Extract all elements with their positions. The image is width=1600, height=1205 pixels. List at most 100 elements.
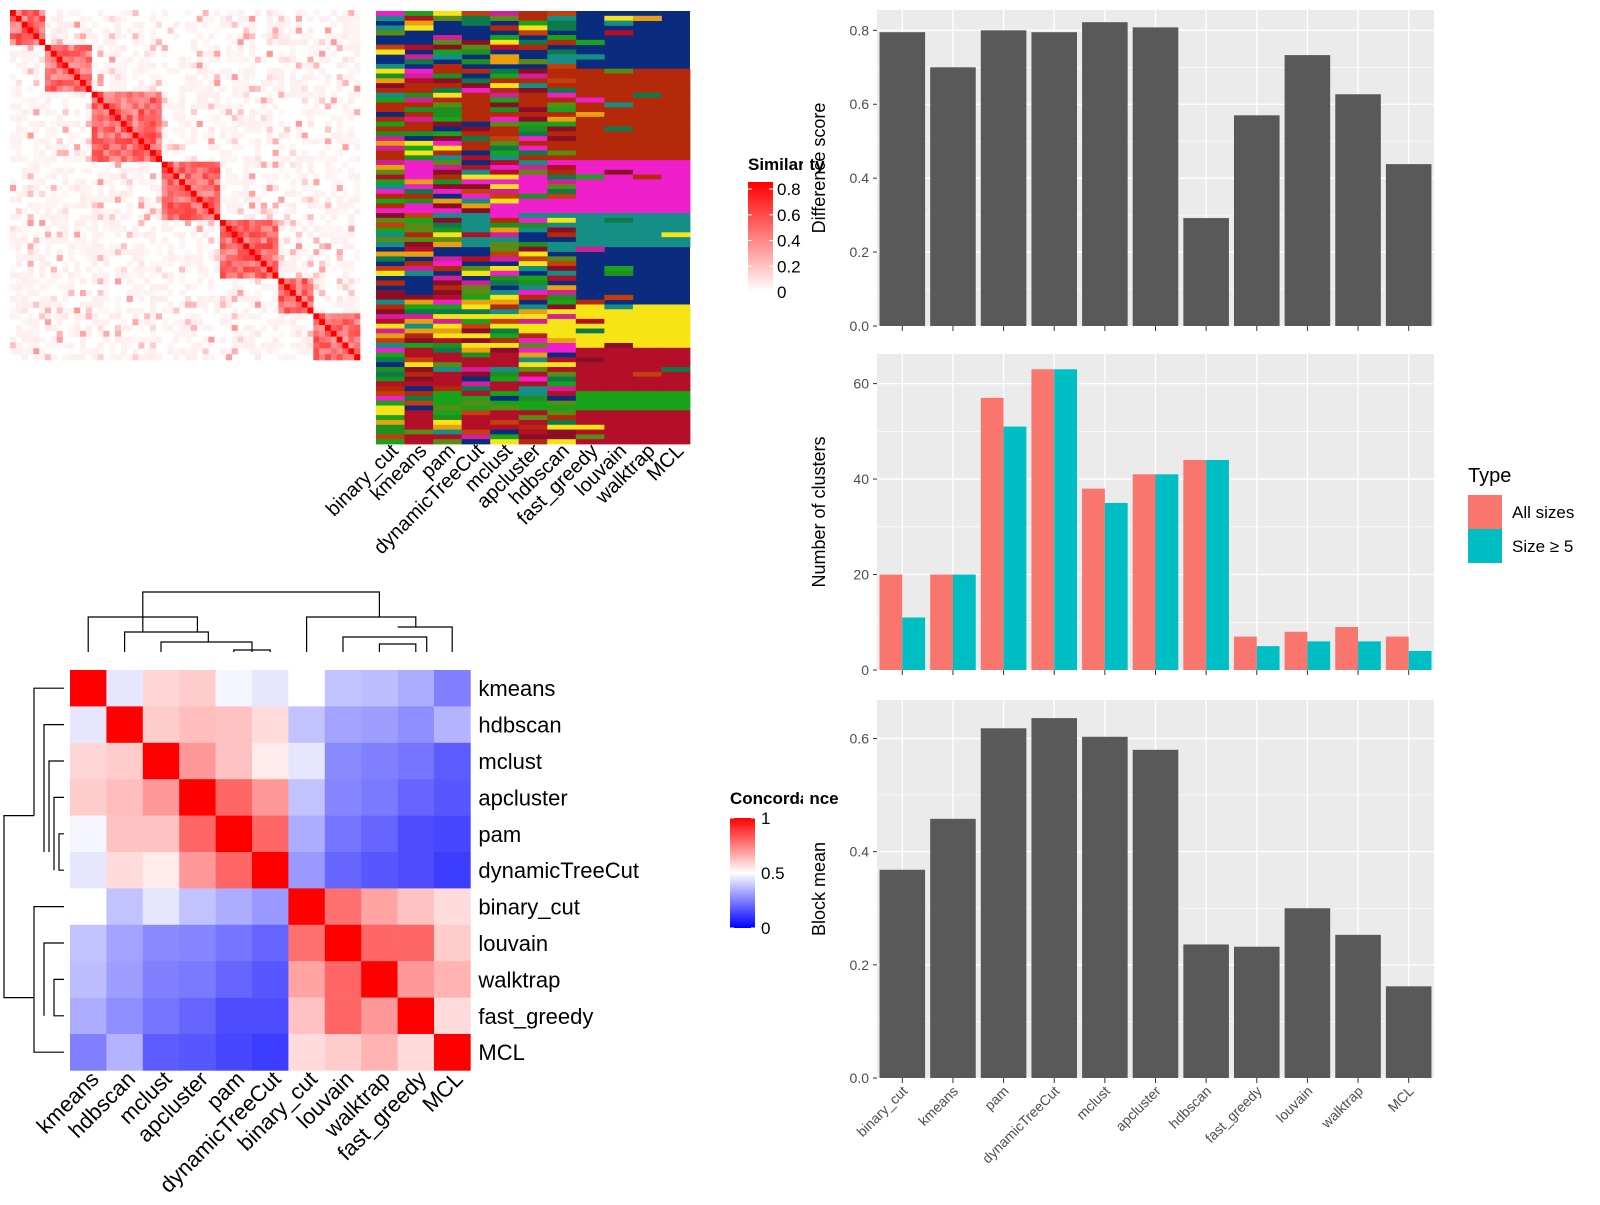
- similarity-cell: [295, 330, 302, 337]
- partition-cell: [490, 25, 520, 31]
- similarity-cell: [68, 255, 75, 262]
- partition-cell: [376, 198, 405, 204]
- similarity-cell: [109, 56, 116, 63]
- similarity-cell: [62, 21, 69, 28]
- similarity-cell: [132, 10, 139, 17]
- similarity-cell: [132, 126, 139, 133]
- similarity-cell: [243, 260, 250, 267]
- similarity-cell: [132, 272, 139, 279]
- similarity-cell: [33, 237, 40, 244]
- similarity-cell: [27, 103, 34, 110]
- similarity-cell: [290, 39, 297, 46]
- similarity-cell: [97, 150, 104, 157]
- similarity-cell: [325, 161, 332, 168]
- partition-cell: [661, 145, 691, 151]
- partition-cell: [404, 87, 434, 94]
- similarity-cell: [150, 272, 157, 279]
- similarity-cell: [225, 325, 232, 332]
- concordance-legend-tick-label: 0.5: [761, 864, 785, 883]
- partition-cell: [376, 44, 405, 50]
- partition-cell: [547, 59, 577, 65]
- partition-cell: [547, 184, 577, 190]
- partition-cell: [490, 179, 520, 185]
- partition-cell: [547, 246, 577, 252]
- similarity-cell: [185, 220, 192, 227]
- similarity-cell: [56, 336, 63, 343]
- similarity-cell: [80, 342, 87, 349]
- partition-cell: [632, 352, 662, 358]
- similarity-cell: [179, 62, 186, 69]
- similarity-cell: [126, 120, 133, 127]
- similarity-cell: [231, 255, 238, 262]
- concordance-cell: [142, 888, 180, 926]
- partition-cell: [575, 78, 605, 84]
- similarity-cell: [243, 80, 250, 87]
- partition-cell: [404, 405, 434, 411]
- similarity-cell: [150, 301, 157, 308]
- similarity-cell: [202, 325, 209, 332]
- similarity-cell: [290, 319, 297, 326]
- similarity-cell: [138, 126, 145, 133]
- concordance-cell: [434, 779, 471, 816]
- similarity-cell: [243, 115, 250, 122]
- similarity-cell: [45, 202, 52, 209]
- similarity-cell: [10, 21, 17, 28]
- partition-cell: [376, 357, 405, 363]
- similarity-cell: [249, 202, 256, 209]
- similarity-cell: [161, 120, 168, 127]
- similarity-cell: [173, 144, 180, 151]
- similarity-cell: [91, 278, 98, 285]
- similarity-cell: [225, 313, 232, 320]
- similarity-cell: [313, 249, 320, 256]
- similarity-cell: [39, 295, 46, 302]
- similarity-cell: [126, 307, 133, 314]
- concordance-cell: [70, 815, 107, 853]
- similarity-cell: [220, 126, 227, 133]
- similarity-cell: [231, 330, 238, 337]
- partition-cell: [575, 116, 605, 123]
- similarity-cell: [307, 155, 314, 162]
- number-of-clusters-bar: [1385, 636, 1409, 670]
- similarity-cell: [255, 330, 262, 337]
- partition-cell: [433, 400, 463, 406]
- number-of-clusters-bar: [1256, 646, 1280, 670]
- partition-cell: [632, 102, 662, 108]
- similarity-cell: [115, 33, 122, 40]
- similarity-cell: [330, 319, 337, 326]
- similarity-cell: [138, 266, 145, 273]
- partition-cell: [461, 237, 491, 243]
- partition-cell: [661, 140, 691, 147]
- similarity-cell: [313, 190, 320, 197]
- partition-cell: [490, 140, 520, 147]
- similarity-cell: [179, 260, 186, 267]
- partition-cell: [575, 150, 605, 156]
- similarity-cell: [10, 196, 17, 203]
- similarity-cell: [301, 225, 308, 232]
- similarity-cell: [196, 190, 203, 197]
- similarity-cell: [354, 336, 361, 343]
- similarity-cell: [319, 272, 326, 279]
- row-dendrogram-branch: [33, 906, 64, 1053]
- similarity-cell: [56, 255, 63, 262]
- concordance-cell: [361, 779, 398, 816]
- difference-score-bar: [980, 30, 1027, 327]
- similarity-cell: [21, 208, 28, 215]
- similarity-cell: [27, 109, 34, 116]
- partition-cell: [376, 213, 405, 219]
- similarity-cell: [80, 348, 87, 355]
- partition-cell: [518, 145, 548, 151]
- partition-cell: [661, 400, 691, 406]
- similarity-cell: [109, 155, 116, 162]
- similarity-cell: [196, 342, 203, 349]
- partition-cell: [490, 400, 520, 406]
- partition-cell: [575, 169, 605, 175]
- partition-cell: [376, 150, 405, 156]
- similarity-cell: [348, 91, 355, 98]
- similarity-cell: [167, 290, 174, 297]
- similarity-cell: [103, 260, 110, 267]
- partition-cell: [518, 391, 548, 397]
- similarity-cell: [109, 126, 116, 133]
- similarity-cell: [173, 179, 180, 186]
- partition-cell: [376, 73, 405, 79]
- partition-cell: [518, 256, 548, 262]
